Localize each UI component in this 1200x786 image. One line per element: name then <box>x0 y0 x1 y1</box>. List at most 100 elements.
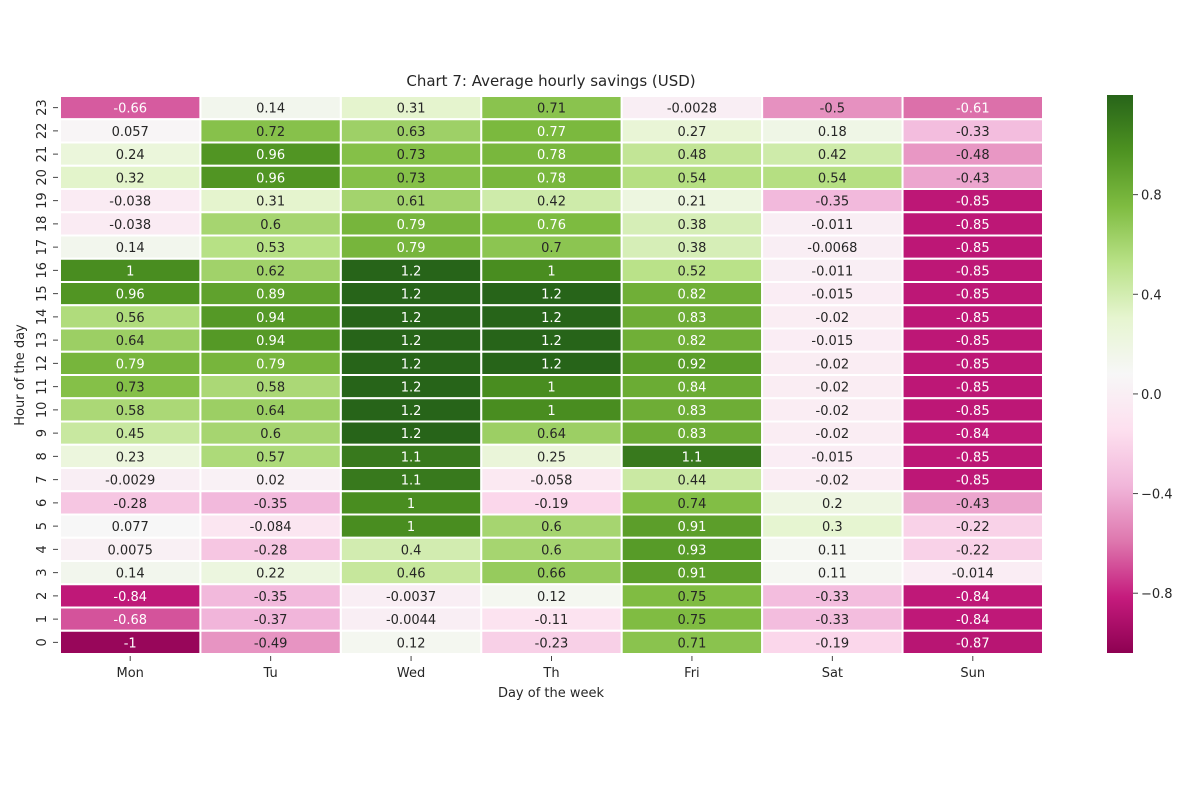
cell-value-label: -0.84 <box>956 427 990 442</box>
cell-value-label: 0.6 <box>541 520 562 535</box>
x-tick-label: Wed <box>397 666 425 681</box>
cell-value-label: 0.45 <box>116 427 145 442</box>
x-axis-ticks: Mon Tu Wed Th Fri Sat Sun <box>117 656 985 681</box>
cell-value-label: 0.73 <box>397 171 426 186</box>
cell-value-label: 0.57 <box>256 450 285 465</box>
cell-value-label: 0.79 <box>116 357 145 372</box>
cell-value-label: 0.02 <box>256 474 285 489</box>
cell-value-label: 1.2 <box>401 288 422 303</box>
x-tick-label: Fri <box>684 666 700 681</box>
cell-value-label: -0.28 <box>254 543 288 558</box>
cell-value-label: 0.42 <box>537 195 566 210</box>
cell-value-label: 0.78 <box>537 148 566 163</box>
cell-value-label: 0.77 <box>537 125 566 140</box>
cell-value-label: -0.85 <box>956 334 990 349</box>
y-tick-label: 5 <box>35 522 50 530</box>
cell-value-label: -0.85 <box>956 241 990 256</box>
cell-value-label: 0.63 <box>397 125 426 140</box>
cell-value-label: 0.66 <box>537 567 566 582</box>
cell-value-label: 0.83 <box>677 427 706 442</box>
cell-value-label: 0.48 <box>677 148 706 163</box>
cell-value-label: -0.02 <box>816 381 850 396</box>
cell-value-label: 0.91 <box>677 520 706 535</box>
cell-value-label: -0.015 <box>811 288 853 303</box>
cell-value-label: 0.71 <box>677 636 706 651</box>
cell-value-label: -0.87 <box>956 636 990 651</box>
cell-value-label: -0.66 <box>113 102 147 117</box>
colorbar-ticks: 0.8 0.4 0.0 −0.4 −0.8 <box>1133 189 1173 602</box>
y-tick-label: 17 <box>35 239 50 256</box>
cell-value-label: 0.077 <box>112 520 149 535</box>
cell-value-label: -0.0044 <box>386 613 436 628</box>
cell-value-label: 0.78 <box>537 171 566 186</box>
cell-value-label: 0.54 <box>818 171 847 186</box>
x-axis-label: Day of the week <box>498 686 605 701</box>
cell-value-label: -0.011 <box>811 264 853 279</box>
x-tick-label: Sun <box>960 666 985 681</box>
cell-value-label: 0.057 <box>112 125 149 140</box>
cell-value-label: 0.58 <box>116 404 145 419</box>
cell-value-label: 1.2 <box>401 357 422 372</box>
cell-value-label: 0.52 <box>677 264 706 279</box>
cell-value-label: 0.25 <box>537 450 566 465</box>
cell-value-label: -0.84 <box>956 590 990 605</box>
y-tick-label: 10 <box>35 402 50 419</box>
cell-value-label: 1.2 <box>541 311 562 326</box>
y-tick-label: 1 <box>35 615 50 623</box>
heatmap-cells: -0.66 0.14 0.31 0.71 -0.0028 -0.5 -0.610.057 0.… <box>59 95 1044 655</box>
cell-value-label: 1 <box>407 520 415 535</box>
cell-value-label: 0.0075 <box>107 543 153 558</box>
cell-value-label: -0.85 <box>956 288 990 303</box>
cell-value-label: 1 <box>547 264 555 279</box>
cell-value-label: 0.6 <box>541 543 562 558</box>
cell-value-label: 0.79 <box>397 218 426 233</box>
cell-value-label: 1 <box>547 381 555 396</box>
colorbar-tick-label: 0.0 <box>1141 388 1162 403</box>
cell-value-label: 1.2 <box>541 334 562 349</box>
cell-value-label: -0.43 <box>956 497 990 512</box>
cell-value-label: 0.11 <box>818 543 847 558</box>
y-tick-label: 15 <box>35 285 50 302</box>
cell-value-label: -0.28 <box>113 497 147 512</box>
cell-value-label: 1.2 <box>401 427 422 442</box>
cell-value-label: 0.54 <box>677 171 706 186</box>
cell-value-label: 1.2 <box>401 311 422 326</box>
x-tick-label: Tu <box>263 666 278 681</box>
x-tick-label: Sat <box>822 666 843 681</box>
cell-value-label: 0.31 <box>397 102 426 117</box>
cell-value-label: 0.64 <box>116 334 145 349</box>
x-tick-label: Mon <box>117 666 144 681</box>
cell-value-label: 1.2 <box>401 334 422 349</box>
cell-value-label: -0.02 <box>816 404 850 419</box>
y-tick-label: 23 <box>35 99 50 116</box>
cell-value-label: -0.011 <box>811 218 853 233</box>
cell-value-label: -0.015 <box>811 334 853 349</box>
cell-value-label: -0.85 <box>956 474 990 489</box>
cell-value-label: -0.19 <box>535 497 569 512</box>
cell-value-label: 0.27 <box>677 125 706 140</box>
cell-value-label: 0.38 <box>677 241 706 256</box>
cell-value-label: 0.94 <box>256 334 285 349</box>
cell-value-label: 0.14 <box>116 567 145 582</box>
cell-value-label: 0.89 <box>256 288 285 303</box>
cell-value-label: 0.82 <box>677 288 706 303</box>
cell-value-label: 0.64 <box>537 427 566 442</box>
cell-value-label: 1.2 <box>541 357 562 372</box>
cell-value-label: 0.75 <box>677 590 706 605</box>
y-tick-label: 20 <box>35 169 50 186</box>
cell-value-label: 0.83 <box>677 404 706 419</box>
x-tick-label: Th <box>542 666 559 681</box>
cell-value-label: 1 <box>126 264 134 279</box>
cell-value-label: 0.56 <box>116 311 145 326</box>
cell-value-label: -0.85 <box>956 404 990 419</box>
cell-value-label: -0.61 <box>956 102 990 117</box>
chart-title: Chart 7: Average hourly savings (USD) <box>406 72 695 90</box>
heatmap-cell <box>901 629 1044 655</box>
cell-value-label: 0.79 <box>397 241 426 256</box>
y-tick-label: 21 <box>35 146 50 163</box>
cell-value-label: -0.48 <box>956 148 990 163</box>
colorbar-tick-label: 0.4 <box>1141 288 1162 303</box>
cell-value-label: -0.5 <box>820 102 845 117</box>
cell-value-label: -0.19 <box>816 636 850 651</box>
cell-value-label: 0.73 <box>397 148 426 163</box>
